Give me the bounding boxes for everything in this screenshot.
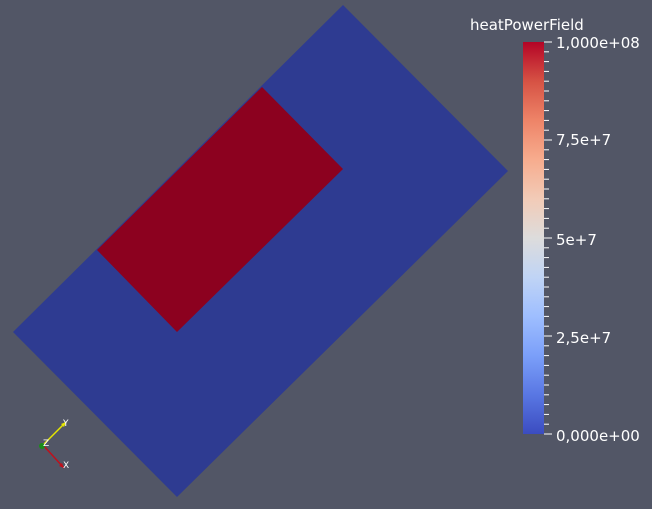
colorbar-label-25: 2,5e+7 xyxy=(556,329,611,347)
z-axis-label: Z xyxy=(43,439,49,449)
colorbar-label-50: 5e+7 xyxy=(556,231,597,249)
y-axis-arrow xyxy=(61,422,66,427)
high-power-region xyxy=(97,87,343,332)
color-legend: heatPowerField 1,000e+08 7,5e+7 5e+7 2,5… xyxy=(470,16,640,445)
y-axis-line xyxy=(42,421,67,446)
y-axis-label: Y xyxy=(62,419,69,429)
colorbar-gradient xyxy=(523,42,544,434)
colorbar-label-75: 7,5e+7 xyxy=(556,131,611,149)
colorbar-title: heatPowerField xyxy=(470,16,584,34)
z-axis-marker xyxy=(39,443,45,449)
x-axis-label: X xyxy=(63,461,69,471)
orientation-axes[interactable]: Y X Z xyxy=(39,419,69,471)
colorbar-label-min: 0,000e+00 xyxy=(556,427,640,445)
colorbar-ticks xyxy=(544,41,552,435)
x-axis-line xyxy=(42,444,65,469)
x-axis-arrow xyxy=(59,463,64,468)
low-power-region xyxy=(13,5,508,497)
colorbar-label-max: 1,000e+08 xyxy=(556,34,640,52)
